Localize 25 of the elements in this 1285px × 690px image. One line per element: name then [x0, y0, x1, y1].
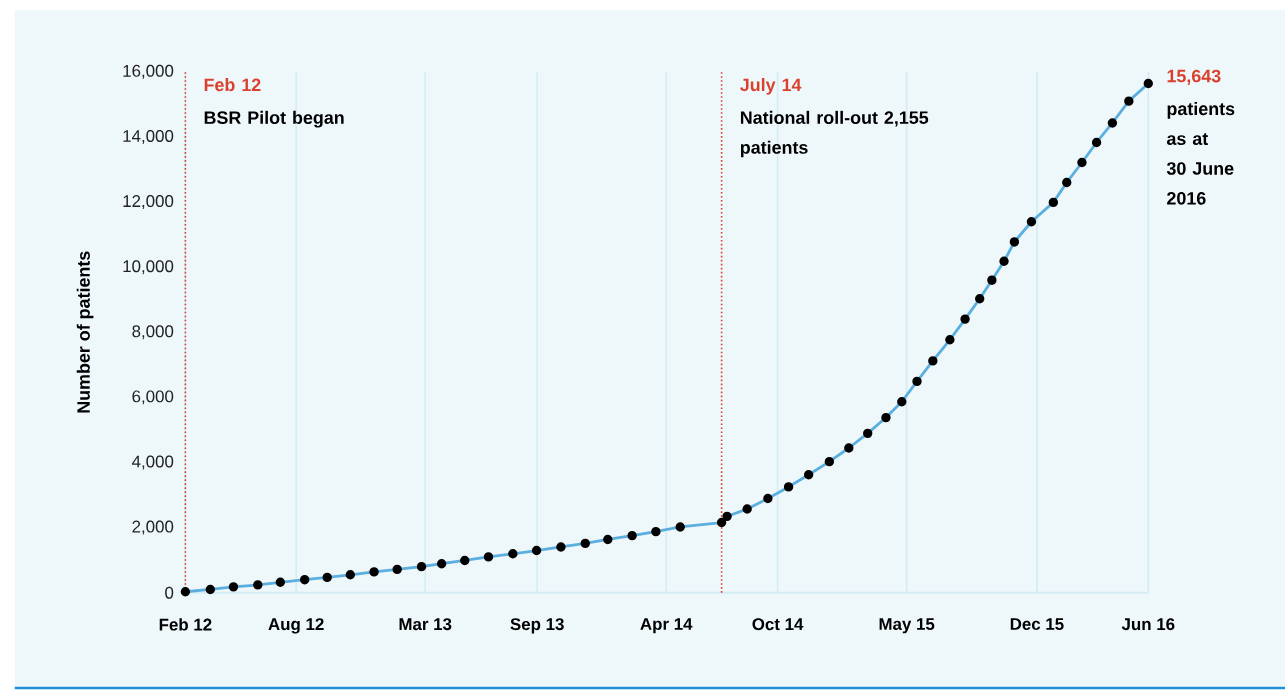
- data-label: 15,643: [1167, 69, 1221, 86]
- x-tick-label: Oct 14: [752, 618, 804, 631]
- y-tick-label: 12,000: [123, 195, 174, 210]
- x-tick-label: Apr 14: [640, 618, 693, 634]
- y-tick-label: 10,000: [123, 260, 174, 275]
- ref-line-label: Feb 12: [204, 78, 261, 92]
- x-tick-label: Jun 16: [1121, 618, 1175, 631]
- y-tick-label: 0: [165, 586, 174, 599]
- text: patients as at 30 June 2016: [1166, 102, 1235, 205]
- x-tick-label: Sep 13: [510, 618, 564, 634]
- x-tick-label: Aug 12: [268, 618, 324, 634]
- x-tick-label: Mar 13: [399, 618, 452, 631]
- annotation: BSR Pilot began: [204, 111, 344, 128]
- x-tick-label: Feb 12: [159, 618, 212, 631]
- y-tick-label: 6,000: [132, 390, 174, 405]
- x-tick-label: May 15: [879, 618, 935, 634]
- annotation: National roll-out 2,155 patients: [740, 111, 929, 158]
- x-tick-label: Dec 15: [1010, 618, 1064, 631]
- y-tick-label: 8,000: [132, 325, 174, 340]
- y-tick-label: 2,000: [132, 520, 174, 535]
- y-axis-title: Number of patients: [76, 251, 94, 413]
- y-tick-label: 4,000: [131, 455, 174, 470]
- y-tick-label: 14,000: [123, 130, 174, 145]
- ref-line-label: July 14: [740, 78, 802, 95]
- y-tick-label: 16,000: [123, 65, 174, 80]
